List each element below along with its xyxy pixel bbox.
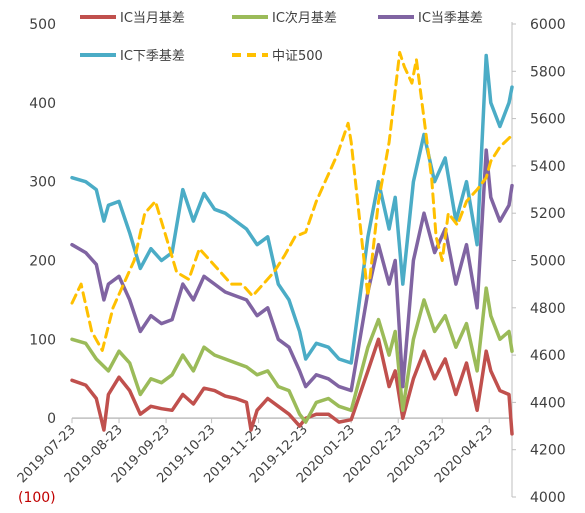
legend-label: IC下季基差 (120, 49, 185, 64)
y-right-tick-label: 4200 (530, 443, 566, 459)
y-left-tick-label: 0 (47, 411, 56, 427)
y-right-tick-label: 6000 (530, 17, 566, 33)
legend-label: IC当季基差 (418, 11, 483, 26)
legend-label: IC次月基差 (272, 10, 337, 26)
y-right-tick-label: 4000 (530, 490, 566, 506)
plot-area (70, 50, 514, 436)
y-left-tick-label: 100 (29, 332, 56, 348)
series-line-3 (70, 148, 514, 393)
legend: IC当月基差 IC次月基差 IC当季基差 IC下季基差 中证500 (80, 10, 483, 64)
series-line-2 (70, 286, 514, 424)
y-right-tick-label: 4400 (530, 395, 566, 411)
y-left-tick-label: 400 (29, 96, 56, 112)
legend-label: 中证500 (272, 49, 323, 64)
series-line-5 (70, 50, 514, 352)
y-left-tick-label: (100) (18, 490, 56, 506)
y-right-tick-label: 5200 (530, 206, 566, 222)
y-right-tick-label: 4600 (530, 348, 566, 364)
legend-label: IC当月基差 (120, 11, 185, 26)
y-left-tick-label: 200 (29, 254, 56, 270)
y-left-tick-label: 300 (29, 175, 56, 191)
y-right-tick-label: 5800 (530, 64, 566, 80)
y-right-tick-label: 4800 (530, 301, 566, 317)
y-right-tick-label: 5600 (530, 112, 566, 128)
series-line-1 (70, 337, 514, 436)
series-line-4 (70, 53, 514, 365)
y-right-tick-label: 5000 (530, 254, 566, 270)
y-right-tick-label: 5400 (530, 159, 566, 175)
y-left-tick-label: 500 (29, 17, 56, 33)
